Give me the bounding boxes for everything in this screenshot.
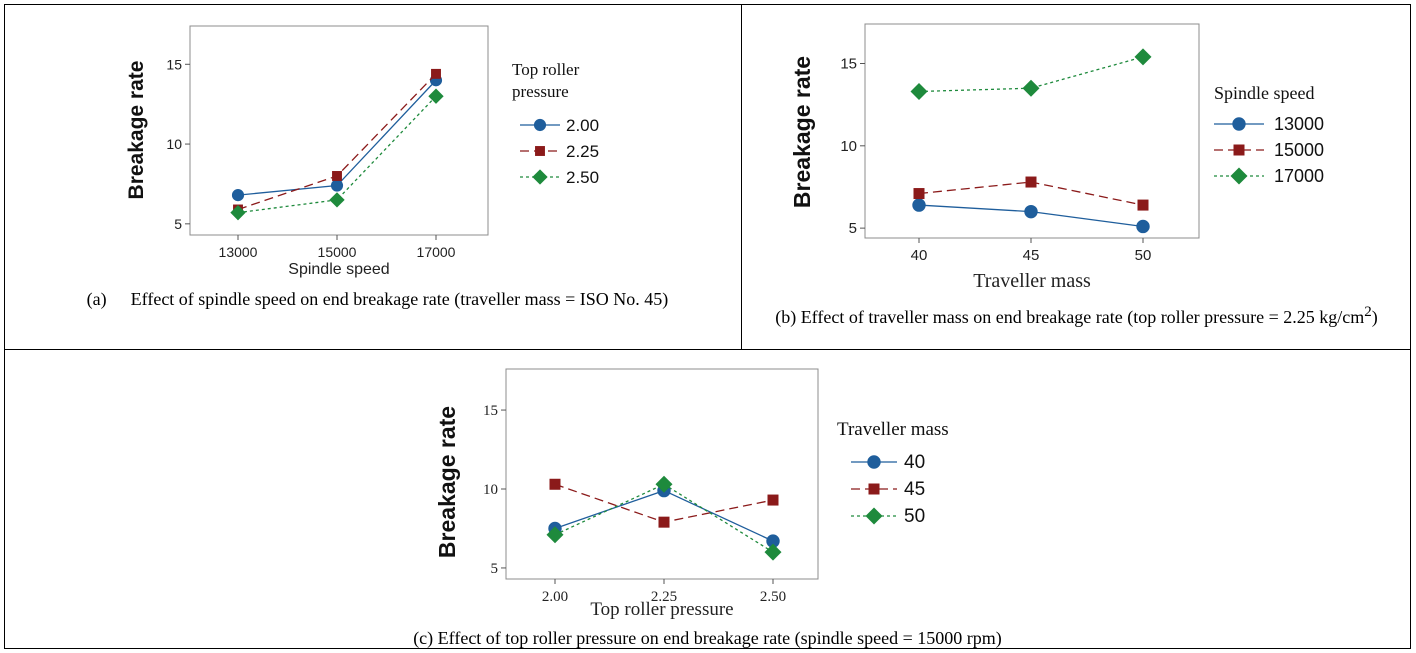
y-tick-label-c-2: 15 — [483, 403, 498, 419]
y-tick-label-c-0: 5 — [491, 561, 499, 577]
legend-title-c-0: Traveller mass — [837, 419, 949, 440]
legend-marker-a-0 — [533, 118, 547, 132]
legend-title-b-0: Spindle speed — [1214, 83, 1315, 103]
y-tick-label-a-0: 5 — [174, 216, 182, 232]
data-point-c-2-1 — [655, 475, 673, 493]
x-tick-label-c-0: 2.00 — [542, 589, 568, 605]
caption-a-number: (a) — [86, 289, 107, 309]
data-point-b-1-1 — [1025, 176, 1037, 188]
data-point-c-1-2 — [767, 494, 779, 506]
caption-a: (a) Effect of spindle speed on end breaka… — [20, 288, 735, 310]
legend-marker-c-2 — [865, 507, 883, 525]
x-tick-label-a-0: 13000 — [219, 244, 258, 260]
data-point-b-2-2 — [1134, 48, 1152, 66]
data-point-a-0-0 — [231, 189, 245, 202]
y-tick-label-a-1: 10 — [166, 136, 182, 152]
legend-title-a-1: pressure — [512, 82, 569, 101]
chart-c: 5 10 15 2.00 2.25 2.50 Top roller pressure Brea… — [434, 368, 949, 620]
x-tick-label-c-2: 2.50 — [760, 589, 786, 605]
legend-label-c-0: 40 — [904, 452, 925, 473]
x-tick-label-c-1: 2.25 — [651, 589, 677, 605]
data-point-c-2-0 — [546, 526, 564, 544]
chart-a: 5 10 15 13000 15000 17000 Spindle speed Breakag… — [125, 25, 599, 278]
vertical-divider — [741, 4, 742, 350]
data-point-a-2-2 — [428, 88, 444, 104]
data-point-b-1-2 — [1137, 199, 1149, 211]
legend-marker-b-2 — [1230, 167, 1248, 185]
series-line-b-2 — [918, 56, 1144, 93]
data-point-a-2-1 — [329, 192, 345, 208]
data-point-a-2-0 — [230, 205, 246, 221]
data-point-b-0-1 — [1024, 204, 1038, 219]
legend-label-c-2: 50 — [904, 506, 925, 527]
data-point-b-2-0 — [910, 82, 928, 100]
caption-a-text: Effect of spindle speed on end breakage … — [130, 289, 669, 309]
legend-label-c-1: 45 — [904, 479, 925, 500]
legend-marker-c-1 — [868, 483, 880, 495]
x-tick-label-b-0: 40 — [911, 247, 928, 264]
x-tick-label-a-2: 17000 — [417, 244, 456, 260]
legend-marker-b-1 — [1233, 144, 1245, 156]
caption-c-text: (c) Effect of top roller pressure on end… — [413, 628, 1002, 648]
data-point-c-2-2 — [764, 543, 782, 561]
y-axis-label-a: Breakage rate — [125, 61, 148, 200]
y-axis-label-c: Breakage rate — [434, 406, 460, 558]
data-point-b-0-2 — [1136, 219, 1150, 234]
legend-label-b-2: 17000 — [1274, 166, 1324, 186]
x-tick-label-b-2: 50 — [1135, 247, 1152, 264]
legend-marker-c-0 — [867, 455, 881, 469]
x-tick-label-a-1: 15000 — [318, 244, 357, 260]
y-tick-label-b-2: 15 — [840, 56, 857, 73]
data-point-c-1-1 — [658, 516, 670, 528]
chart-b: 5 10 15 40 45 50 Traveller mass Breakage rate Sp… — [789, 23, 1324, 292]
x-axis-label-a: Spindle speed — [288, 261, 389, 278]
legend-marker-b-0 — [1232, 117, 1246, 131]
legend-title-a-0: Top roller — [512, 60, 580, 79]
data-point-a-1-1 — [332, 171, 342, 181]
y-tick-label-b-1: 10 — [840, 138, 857, 155]
data-point-a-0-1 — [330, 179, 344, 192]
data-point-a-1-2 — [431, 68, 441, 79]
caption-b: (b) Effect of traveller mass on end brea… — [744, 301, 1409, 328]
y-axis-label-b: Breakage rate — [789, 56, 815, 208]
y-tick-label-c-1: 10 — [483, 482, 498, 498]
x-axis-label-c: Top roller pressure — [590, 599, 733, 620]
caption-c: (c) Effect of top roller pressure on end… — [6, 627, 1409, 649]
figure-frame — [4, 4, 1411, 649]
caption-b-superscript: 2 — [1364, 304, 1372, 320]
horizontal-divider — [4, 349, 1411, 350]
caption-b-text: (b) Effect of traveller mass on end brea… — [775, 307, 1365, 327]
legend-label-b-0: 13000 — [1274, 114, 1324, 134]
legend-marker-a-1 — [535, 146, 545, 156]
x-tick-label-b-1: 45 — [1023, 247, 1040, 264]
legend-label-b-1: 15000 — [1274, 140, 1324, 160]
y-tick-label-a-2: 15 — [166, 56, 182, 72]
data-point-b-1-0 — [913, 188, 925, 200]
data-point-b-2-1 — [1022, 79, 1040, 97]
x-axis-label-b: Traveller mass — [973, 270, 1091, 292]
legend-marker-a-2 — [532, 169, 548, 185]
plot-area-c — [505, 368, 819, 580]
y-tick-label-b-0: 5 — [849, 220, 857, 237]
data-point-b-0-0 — [912, 198, 926, 212]
caption-b-end: ) — [1371, 307, 1378, 327]
data-point-c-1-0 — [549, 478, 561, 490]
legend-label-a-2: 2.50 — [566, 168, 599, 187]
legend-label-a-1: 2.25 — [566, 142, 599, 161]
legend-label-a-0: 2.00 — [566, 116, 599, 135]
